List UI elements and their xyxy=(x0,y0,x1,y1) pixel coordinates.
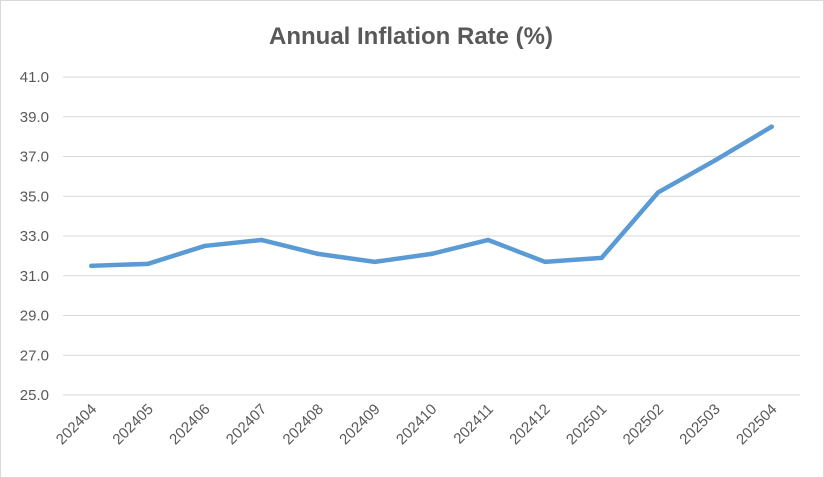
gridlines xyxy=(63,76,800,396)
data-point xyxy=(769,124,774,129)
x-tick-label: 202406 xyxy=(166,401,213,448)
x-tick-label: 202404 xyxy=(53,401,100,448)
y-tick-label: 27.0 xyxy=(20,347,49,364)
chart-title: Annual Inflation Rate (%) xyxy=(269,23,553,50)
data-point xyxy=(429,251,434,257)
data-point xyxy=(485,237,491,243)
data-point xyxy=(89,263,94,269)
x-tick-label: 202410 xyxy=(393,401,440,448)
x-tick-label: 202408 xyxy=(280,401,327,448)
data-point xyxy=(712,158,718,163)
data-point xyxy=(315,251,321,257)
x-tick-label: 202502 xyxy=(620,401,667,448)
data-point xyxy=(202,243,207,249)
y-tick-label: 41.0 xyxy=(20,69,49,86)
data-point xyxy=(372,259,378,265)
y-tick-label: 31.0 xyxy=(20,268,49,285)
x-axis-tick-labels: 202404 202405 202406 202407 202408 202409 2024… xyxy=(53,401,781,448)
x-tick-label: 202409 xyxy=(336,401,383,448)
y-tick-label: 35.0 xyxy=(20,188,49,205)
data-point xyxy=(656,190,661,195)
data-series xyxy=(89,124,774,269)
y-tick-label: 29.0 xyxy=(20,308,49,325)
y-tick-label: 33.0 xyxy=(20,228,49,245)
x-tick-label: 202504 xyxy=(733,401,780,448)
y-tick-label: 39.0 xyxy=(20,109,49,126)
x-tick-label: 202407 xyxy=(223,401,270,448)
x-tick-label: 202503 xyxy=(676,401,723,448)
data-point xyxy=(599,255,604,261)
x-tick-label: 202405 xyxy=(109,401,156,448)
x-tick-label: 202501 xyxy=(563,401,610,448)
x-tick-label: 202412 xyxy=(506,401,553,448)
y-tick-label: 37.0 xyxy=(20,149,49,166)
x-tick-label: 202411 xyxy=(450,401,497,448)
y-tick-label: 25.0 xyxy=(20,387,49,404)
y-axis-tick-labels: 41.0 39.0 37.0 35.0 33.0 31.0 29.0 27.0 25.0 xyxy=(20,69,49,404)
data-point xyxy=(259,237,264,243)
data-point xyxy=(542,259,548,265)
data-point xyxy=(145,261,151,267)
